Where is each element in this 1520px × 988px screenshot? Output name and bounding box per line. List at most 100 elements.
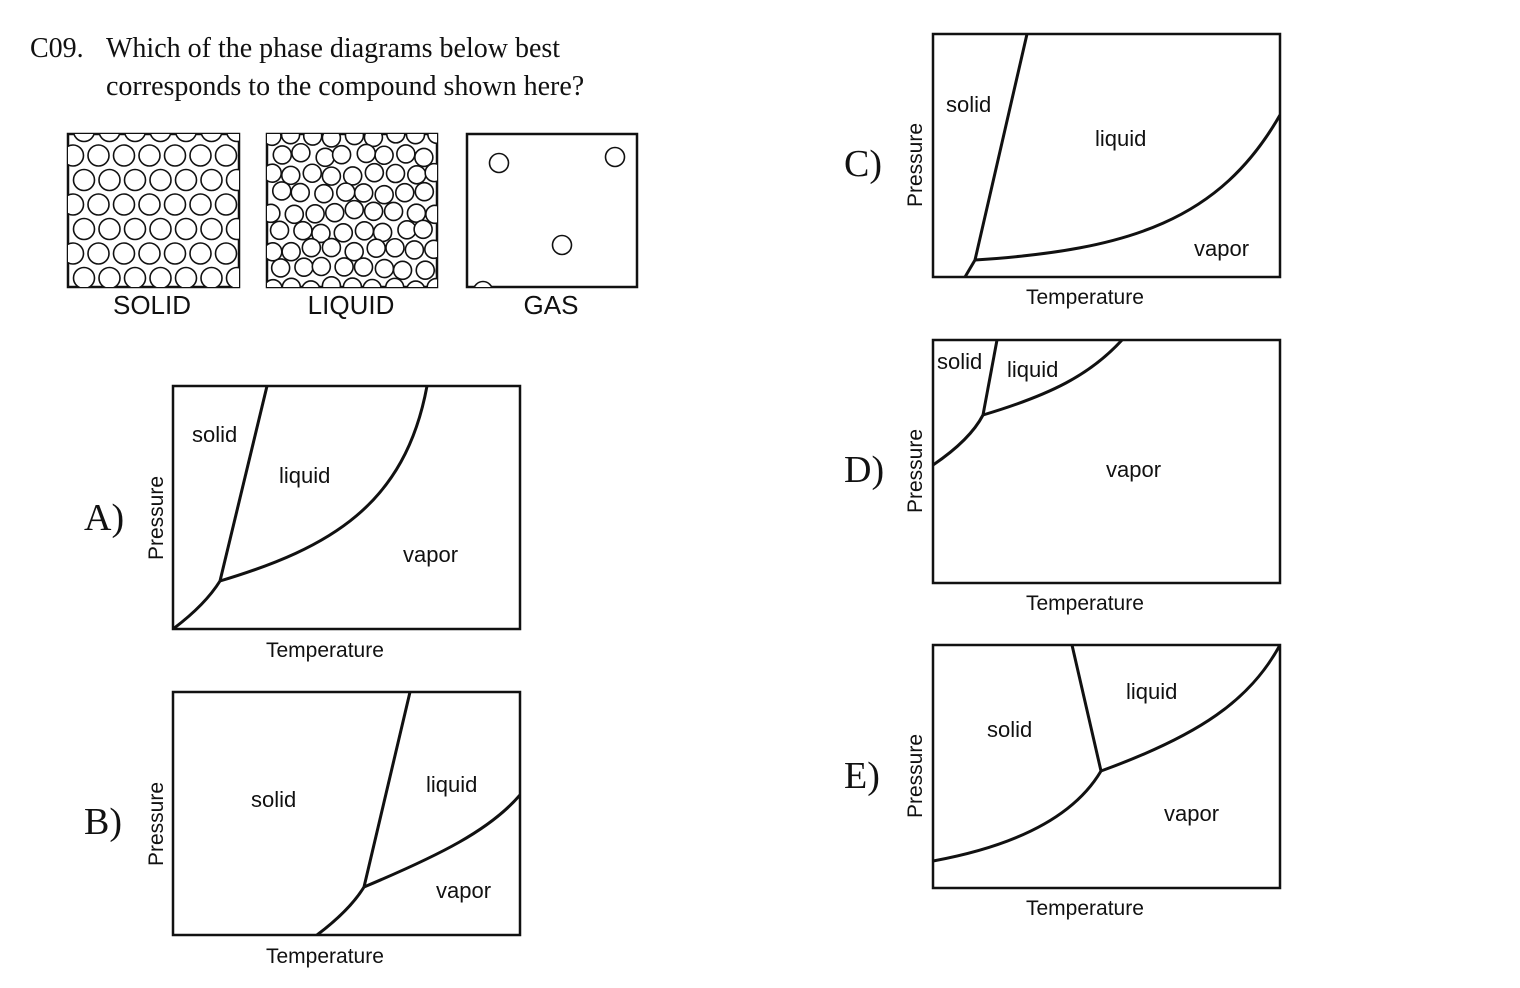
particle xyxy=(324,202,345,223)
particle xyxy=(363,134,384,148)
plot-frame xyxy=(171,690,522,937)
particle xyxy=(225,168,239,192)
particle xyxy=(174,266,198,287)
phase-diagram-b: solid liquid vapor Temperature Pressure xyxy=(145,690,522,968)
x-axis-label: Temperature xyxy=(266,639,384,662)
melting-curve xyxy=(362,692,412,888)
particle xyxy=(321,237,342,258)
particle xyxy=(214,193,238,216)
particle xyxy=(301,237,322,258)
particle xyxy=(384,277,405,287)
particle xyxy=(290,182,311,203)
particle xyxy=(383,201,404,222)
particle xyxy=(335,182,356,202)
option-label-e: E) xyxy=(844,755,880,797)
region-label-solid: solid xyxy=(946,92,991,117)
particle xyxy=(392,260,413,281)
particle xyxy=(334,257,354,277)
particle xyxy=(163,242,187,265)
particle xyxy=(174,217,198,241)
particle xyxy=(321,276,342,287)
particle xyxy=(98,217,121,241)
gas-particle-box xyxy=(465,132,639,289)
particle xyxy=(87,242,110,265)
state-label-liquid: LIQUID xyxy=(307,290,395,320)
region-label-liquid: liquid xyxy=(1007,357,1058,382)
vaporization-curve xyxy=(1100,645,1280,773)
y-axis-label: Pressure xyxy=(904,734,927,818)
y-axis-label: Pressure xyxy=(904,429,927,513)
particle xyxy=(200,266,223,287)
y-axis-label: Pressure xyxy=(145,782,168,866)
particle xyxy=(72,168,96,192)
gas-particle xyxy=(551,234,573,256)
region-label-vapor: vapor xyxy=(1194,236,1249,261)
particle xyxy=(149,217,172,241)
particle xyxy=(406,280,426,287)
question-text-line-2: corresponds to the compound shown here? xyxy=(106,71,585,102)
melting-curve xyxy=(1070,645,1103,772)
particle xyxy=(189,193,212,216)
particle xyxy=(385,237,405,258)
particle xyxy=(344,134,365,146)
particle xyxy=(362,278,382,287)
particle xyxy=(270,258,291,278)
particle xyxy=(354,221,375,241)
plot-frame xyxy=(931,32,1282,279)
particle xyxy=(72,217,96,241)
particle xyxy=(225,266,239,287)
particle xyxy=(138,193,161,216)
particle xyxy=(226,134,239,143)
sublimation-curve xyxy=(316,886,366,935)
particle xyxy=(163,144,187,167)
particle xyxy=(374,145,394,166)
particle xyxy=(149,168,172,192)
particle xyxy=(241,243,262,264)
particle xyxy=(353,183,374,203)
particle xyxy=(87,193,110,216)
particle xyxy=(174,168,198,192)
particle xyxy=(366,238,387,259)
question-text-line-1: Which of the phase diagrams below best xyxy=(106,33,561,64)
gas-particle xyxy=(604,146,626,168)
particle xyxy=(68,144,85,167)
particle xyxy=(435,149,437,159)
particle xyxy=(331,144,352,165)
particle xyxy=(271,181,292,201)
particle xyxy=(294,257,314,277)
melting-curve xyxy=(218,386,269,582)
particle xyxy=(138,242,161,265)
particle xyxy=(272,145,293,165)
phase-diagram-c: solid liquid vapor Temperature Pressure xyxy=(904,32,1282,309)
particle xyxy=(363,201,384,222)
particle xyxy=(301,280,321,287)
vaporization-curve xyxy=(974,114,1280,262)
particle xyxy=(385,134,406,144)
particle xyxy=(281,277,302,287)
particle xyxy=(353,257,374,277)
particle xyxy=(267,134,282,147)
x-axis-label: Temperature xyxy=(266,945,384,968)
solid-particles xyxy=(68,134,262,287)
particle xyxy=(394,182,415,203)
particle xyxy=(385,163,406,184)
particle xyxy=(280,165,301,186)
particle xyxy=(374,184,394,205)
particle xyxy=(200,217,223,241)
particle xyxy=(314,183,334,204)
particle xyxy=(415,260,436,280)
region-label-solid: solid xyxy=(937,349,982,374)
particle xyxy=(280,134,301,145)
particle xyxy=(281,241,301,262)
particle xyxy=(225,217,239,241)
sublimation-curve xyxy=(173,580,222,629)
x-axis-label: Temperature xyxy=(1026,897,1144,920)
particle xyxy=(426,277,437,287)
question-number: C09. xyxy=(30,33,84,64)
particle xyxy=(124,134,146,143)
particle xyxy=(200,168,223,192)
particle xyxy=(241,145,262,166)
particle xyxy=(149,134,172,143)
region-label-solid: solid xyxy=(251,787,296,812)
